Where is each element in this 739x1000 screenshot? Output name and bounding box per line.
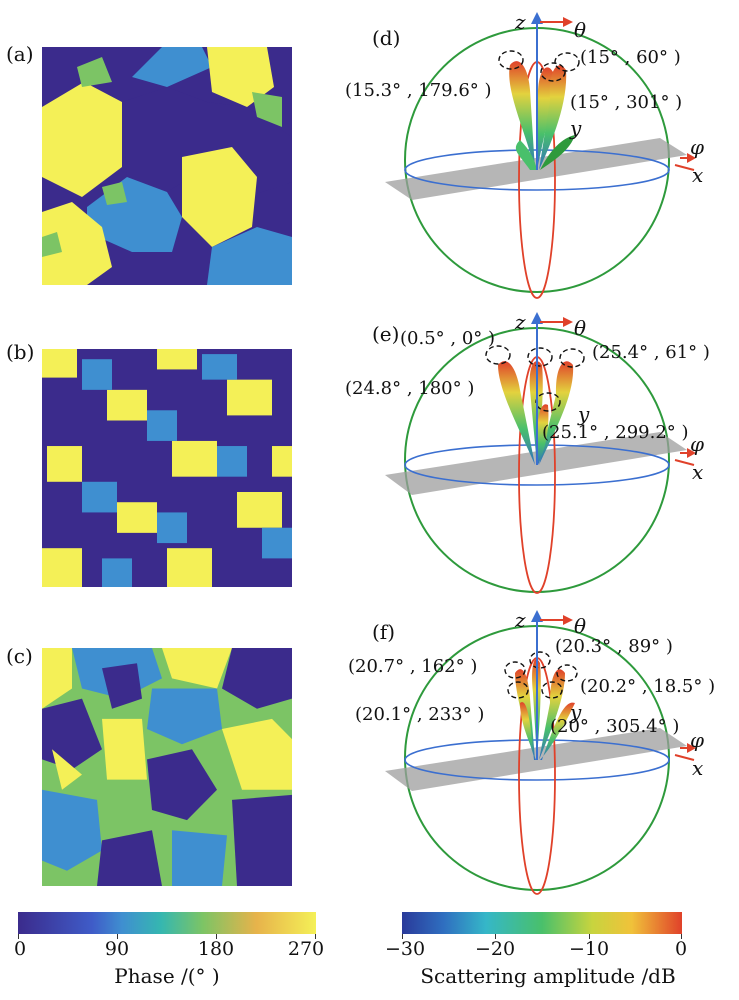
axis-z-d: z	[515, 10, 526, 34]
phase-tick-180: 180	[197, 938, 235, 960]
radiation-pattern-f: z θ y φ x (20.3° , 89° ) (20.7° , 162° )…	[330, 608, 739, 900]
panel-label-a: (a)	[6, 42, 34, 66]
beam-label-f-2: (20.7° , 162° )	[348, 656, 478, 677]
beam-label-d-2: (15° , 60° )	[580, 47, 681, 68]
phase-colorbar-title: Phase /(° )	[114, 964, 220, 988]
axis-y-d: y	[570, 116, 582, 140]
panel-label-f: (f)	[372, 620, 396, 644]
phase-tick-270: 270	[287, 938, 325, 960]
beam-label-e-2: (25.4° , 61° )	[592, 342, 710, 363]
amp-tick-minus20: −20	[474, 938, 516, 960]
axis-phi-f: φ	[690, 728, 705, 752]
axis-y-f: y	[570, 700, 582, 724]
axis-z-e: z	[515, 310, 526, 334]
beam-label-e-4: (25.1° , 299.2° )	[542, 422, 689, 443]
amp-tick-minus30: −30	[384, 938, 426, 960]
phase-tick-0: 0	[13, 938, 27, 960]
panel-label-b: (b)	[6, 340, 35, 364]
phase-colorbar	[18, 912, 316, 934]
phase-map-a	[42, 47, 292, 285]
amp-tick-0: 0	[674, 938, 688, 960]
beam-label-d-1: (15.3° , 179.6° )	[345, 80, 492, 101]
axis-phi-e: φ	[690, 432, 705, 456]
beam-label-f-5: (20° , 305.4° )	[550, 716, 680, 737]
phase-map-c	[42, 648, 292, 886]
amplitude-colorbar-title: Scattering amplitude /dB	[420, 964, 676, 988]
axis-theta-e: θ	[574, 316, 587, 340]
amp-tick-minus10: −10	[568, 938, 610, 960]
axis-x-f: x	[692, 756, 704, 780]
phase-map-b	[42, 349, 292, 587]
beam-label-f-1: (20.3° , 89° )	[555, 636, 673, 657]
axis-z-f: z	[515, 608, 526, 632]
phase-tick-90: 90	[104, 938, 130, 960]
panel-label-e: (e)	[372, 322, 400, 346]
beam-label-e-3: (24.8° , 180° )	[345, 378, 475, 399]
beam-label-f-4: (20.1° , 233° )	[355, 704, 485, 725]
axis-x-e: x	[692, 460, 704, 484]
radiation-pattern-e: z θ y φ x (0.5° , 0° ) (25.4° , 61° ) (2…	[330, 310, 739, 600]
panel-label-c: (c)	[6, 644, 33, 668]
beam-label-f-3: (20.2° , 18.5° )	[580, 676, 716, 697]
axis-theta-f: θ	[574, 614, 587, 638]
axis-y-e: y	[578, 402, 590, 426]
axis-phi-d: φ	[690, 135, 705, 159]
beam-label-e-1: (0.5° , 0° )	[400, 328, 496, 349]
panel-label-d: (d)	[372, 26, 401, 50]
axis-x-d: x	[692, 163, 704, 187]
axis-theta-d: θ	[574, 18, 587, 42]
radiation-pattern-d: z θ y φ x (15.3° , 179.6° ) (15° , 60° )…	[330, 10, 739, 300]
beam-label-d-3: (15° , 301° )	[570, 92, 683, 113]
amplitude-colorbar	[402, 912, 682, 934]
